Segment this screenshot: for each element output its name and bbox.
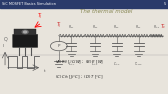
Text: $C_{th3}$: $C_{th3}$ <box>113 60 120 68</box>
Text: $R_{\theta 2}$: $R_{\theta 2}$ <box>92 23 98 31</box>
Text: 5: 5 <box>164 2 166 6</box>
Circle shape <box>24 31 27 33</box>
Text: $R_{\theta 3}$: $R_{\theta 3}$ <box>113 23 120 31</box>
Text: $R_{\theta 4}$: $R_{\theta 4}$ <box>135 23 142 31</box>
FancyBboxPatch shape <box>13 34 38 47</box>
Text: $T_{amb}$: $T_{amb}$ <box>134 60 143 68</box>
Text: Q: Q <box>3 36 7 41</box>
Text: $(A)\ R_{\theta}\ [°C/W]\ ;\ (B)\ P\ [W]$: $(A)\ R_{\theta}\ [°C/W]\ ;\ (B)\ P\ [W]… <box>55 58 105 66</box>
Text: $T_c$: $T_c$ <box>160 22 166 31</box>
Text: $T_j$: $T_j$ <box>56 20 62 31</box>
Circle shape <box>22 30 28 34</box>
Text: t: t <box>44 69 45 73</box>
Text: The thermal model: The thermal model <box>80 9 132 14</box>
Text: P: P <box>58 44 60 48</box>
Text: I: I <box>2 44 3 48</box>
Text: $R_{ths}$: $R_{ths}$ <box>153 23 160 31</box>
Bar <box>0 0 168 8</box>
Text: SiC MOSFET Basics Simulation: SiC MOSFET Basics Simulation <box>2 2 56 6</box>
Text: $T_j$: $T_j$ <box>37 11 43 22</box>
Text: $C_{th1}$: $C_{th1}$ <box>68 60 75 68</box>
Bar <box>14 29 36 35</box>
Text: $C_{th2}$: $C_{th2}$ <box>91 60 99 68</box>
Text: $R_{\theta 1}$: $R_{\theta 1}$ <box>68 23 75 31</box>
Text: $(C)\ C_{th}\ [J/°C]\ ;\ (D)\ T\ [°C]$: $(C)\ C_{th}\ [J/°C]\ ;\ (D)\ T\ [°C]$ <box>55 73 104 81</box>
